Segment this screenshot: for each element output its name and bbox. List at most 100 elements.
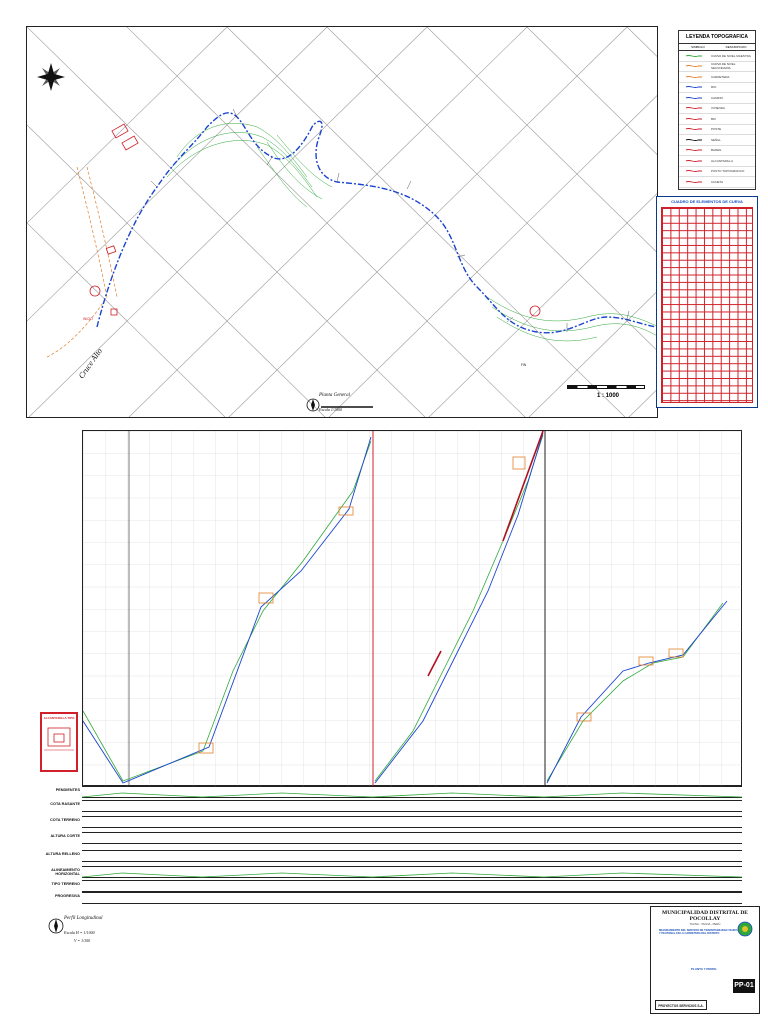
band-label: COTA RASANTE (50, 802, 80, 806)
culvert-detail: ALCANTARILLA TIPO (40, 712, 78, 772)
legend-desc: PUNTO TOPOGRAFICO (711, 169, 745, 174)
house-icon (679, 105, 709, 111)
legend-col-desc: DESCRIPCION (725, 45, 747, 49)
band-strip (81, 786, 743, 798)
bm-markers (89, 285, 541, 317)
legend-title: LEYENDA TOPOGRAFICA (679, 31, 755, 44)
road-alignment-axis[interactable] (96, 112, 658, 334)
houses (105, 123, 139, 316)
band-strip (82, 816, 742, 828)
legend-desc: CARRETERA (711, 74, 730, 79)
bridge-icon (679, 147, 709, 153)
profile-band-labels: PENDIENTES COTA RASANTE COTA TERRENO ALTURA… (40, 786, 80, 900)
tb-firm: PROYECTOS SERVICIOS S.A. (655, 1000, 707, 1010)
contour-lines (166, 123, 657, 342)
culvert-detail-title: ALCANTARILLA TIPO (43, 716, 75, 720)
contour-major-icon (679, 53, 709, 59)
tb-project: MEJORAMIENTO DEL SERVICIO DE TRANSITABIL… (659, 929, 744, 936)
legend-desc: BM (711, 116, 716, 121)
profile-scale-h: Escala H = 1/1000 (64, 930, 95, 935)
planta-compass-icon (306, 398, 320, 412)
legend-desc: CAMINO (711, 95, 723, 100)
curve-table-title: CUADRO DE ELEMENTOS DE CURVA (671, 199, 743, 204)
legend-desc: CUNETA (711, 179, 724, 184)
band-strip (82, 880, 742, 892)
legend-row: CARRETERA (679, 72, 755, 83)
band-strip (82, 800, 742, 812)
band-label: TIPO TERRENO (51, 882, 80, 886)
legend-header: SIMBOLO DESCRIPCION (679, 44, 755, 51)
legend-box: LEYENDA TOPOGRAFICA SIMBOLO DESCRIPCION … (678, 30, 756, 190)
planta-caption: Planta General (319, 393, 350, 398)
legend-row: SEÑAL (679, 135, 755, 146)
legend-row: BADEN (679, 146, 755, 156)
north-arrow-icon (37, 63, 65, 91)
planta-scale: Escala 1/1000 (319, 407, 342, 412)
legend-row: PUNTO TOPOGRAFICO (679, 167, 755, 177)
signal-icon (679, 137, 709, 143)
scale-bar (567, 385, 645, 389)
road-icon (679, 74, 709, 80)
legend-row: CURVA DE NIVEL MAESTRA (679, 51, 755, 62)
road-edges (46, 166, 118, 358)
bm-icon (679, 116, 709, 122)
tb-organization: MUNICIPALIDAD DISTRITAL DE POCOLLAY (662, 910, 748, 922)
legend-rows: CURVA DE NIVEL MAESTRA CURVA DE NIVEL SEC… (679, 51, 755, 188)
alcantarilla-icon (679, 158, 709, 164)
legend-desc: BADEN (711, 148, 722, 153)
band-strip (82, 892, 742, 904)
municipal-seal-icon (737, 921, 753, 937)
culvert-sketch (44, 727, 74, 751)
legend-row: ALCANTARILLA (679, 156, 755, 167)
legend-row: CURVA DE NIVEL SECUNDARIA (679, 62, 755, 72)
band-strip (81, 866, 743, 878)
title-block: MUNICIPALIDAD DISTRITAL DE POCOLLAY TACN… (650, 906, 760, 1014)
legend-row: RIO (679, 83, 755, 93)
legend-row: VIVIENDA (679, 104, 755, 114)
band-label: ALTURA RELLENO (45, 852, 80, 856)
start-note: INICIO (83, 317, 93, 321)
profile-chart (82, 430, 743, 787)
coordinate-grid (27, 27, 657, 417)
profile-scale-v: V = 1/100 (74, 938, 91, 943)
pole-icon (679, 126, 709, 132)
band-label: ALINEAMIENTO HORIZONTAL (51, 868, 80, 876)
station-ticks (150, 108, 630, 332)
legend-desc: POSTE (711, 127, 722, 132)
ditch-icon (679, 179, 709, 185)
profile-caption: Perfil Longitudinal (64, 916, 103, 921)
trail-icon (679, 95, 709, 101)
scale-text: 1 : 1000 (596, 393, 620, 399)
contour-minor-icon (679, 63, 709, 69)
legend-desc: CURVA DE NIVEL SECUNDARIA (711, 62, 736, 71)
point-icon (679, 168, 709, 174)
longitudinal-profile[interactable] (82, 430, 743, 787)
band-label: COTA TERRENO (50, 818, 80, 822)
river-icon (679, 84, 709, 90)
legend-row: CUNETA (679, 177, 755, 188)
legend-desc: VIVIENDA (711, 106, 726, 111)
legend-row: BM (679, 114, 755, 125)
band-label: PENDIENTES (55, 788, 80, 792)
graphic-scale: 1 : 1000 (561, 379, 655, 409)
legend-row: CAMINO (679, 93, 755, 104)
plan-map (27, 27, 658, 417)
curve-table-grid (661, 207, 753, 403)
tb-drawing: PLANTA Y PERFIL (691, 967, 718, 971)
legend-desc: RIO (711, 85, 717, 90)
plan-view[interactable]: Planta General Escala 1/1000 Cruce Alto … (26, 26, 658, 418)
tb-subtitle: TACNA - TACNA - PERÚ (689, 922, 721, 926)
band-strip (82, 832, 742, 844)
legend-col-symbol: SIMBOLO (691, 45, 705, 49)
profile-compass-icon (48, 918, 64, 934)
legend-desc: ALCANTARILLA (711, 158, 733, 163)
end-note: FIN (521, 363, 527, 367)
curve-elements-table: CUADRO DE ELEMENTOS DE CURVA (656, 196, 758, 408)
legend-row: POSTE (679, 125, 755, 135)
tb-sheet-id: PP-01 (733, 979, 755, 993)
band-label: PROGRESIVA (54, 894, 80, 898)
legend-desc: CURVA DE NIVEL MAESTRA (711, 53, 751, 58)
band-label: ALTURA CORTE (50, 834, 80, 838)
band-strip (82, 850, 742, 862)
